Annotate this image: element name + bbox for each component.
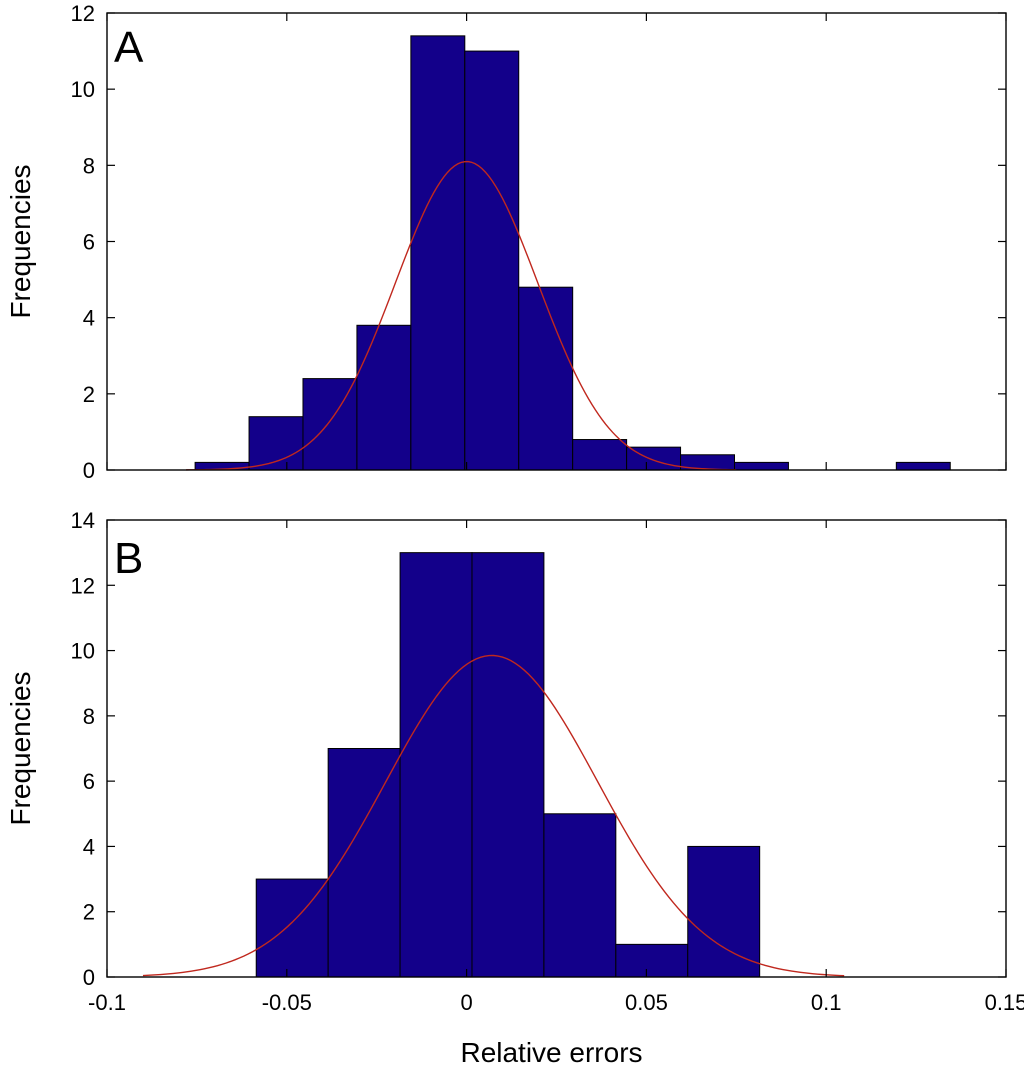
y-tick-label: 12 (71, 573, 95, 598)
panel-label: A (114, 23, 144, 72)
y-tick-label: 2 (83, 900, 95, 925)
y-tick-label: 8 (83, 704, 95, 729)
histogram-bar (572, 439, 628, 471)
y-tick-label: 10 (71, 77, 95, 102)
histogram-bar (734, 461, 789, 471)
normal-fit-curve (186, 160, 737, 471)
histogram-bar (410, 35, 466, 471)
histogram-bar (356, 324, 412, 471)
y-tick-label: 2 (83, 382, 95, 407)
x-tick-label: 0.15 (985, 990, 1024, 1015)
x-axis-label: Relative errors (460, 1037, 642, 1068)
histogram-bar (327, 748, 401, 978)
x-tick-label: -0.1 (88, 990, 126, 1015)
histogram-bar (543, 813, 617, 978)
y-tick-label: 6 (83, 230, 95, 255)
y-tick-label: 10 (71, 639, 95, 664)
panel-label: B (114, 534, 143, 583)
y-tick-label: 14 (71, 508, 95, 533)
y-tick-label: 4 (83, 834, 95, 859)
x-tick-label: -0.05 (262, 990, 312, 1015)
histogram-bar (471, 552, 545, 978)
histogram-bar (687, 845, 761, 978)
x-tick-label: 0.05 (625, 990, 668, 1015)
y-tick-label: 4 (83, 306, 95, 331)
x-tick-label: 0.1 (811, 990, 842, 1015)
histogram-bar (464, 50, 520, 471)
panel-a: 0 2 4 6 8 10 12 A Frequencies (5, 1, 1007, 483)
axes-frame (106, 519, 1007, 978)
y-tick-label: 12 (71, 1, 95, 26)
y-axis-label: Frequencies (5, 671, 36, 825)
y-tick-label: 8 (83, 153, 95, 178)
histogram-bar (518, 286, 574, 471)
histogram-bar (895, 461, 951, 471)
y-tick-label: 0 (83, 965, 95, 990)
histogram-bar (615, 943, 689, 978)
y-tick-label: 0 (83, 458, 95, 483)
normal-fit-curve (142, 654, 845, 977)
y-axis-label: Frequencies (5, 164, 36, 318)
panel-b: 0 2 4 6 8 10 12 14 -0.1 -0.05 0 0.05 0.1 0.15 B Frequen… (5, 508, 1024, 1068)
x-tick-label: 0 (460, 990, 472, 1015)
histogram-bar (399, 552, 473, 978)
y-tick-label: 6 (83, 769, 95, 794)
